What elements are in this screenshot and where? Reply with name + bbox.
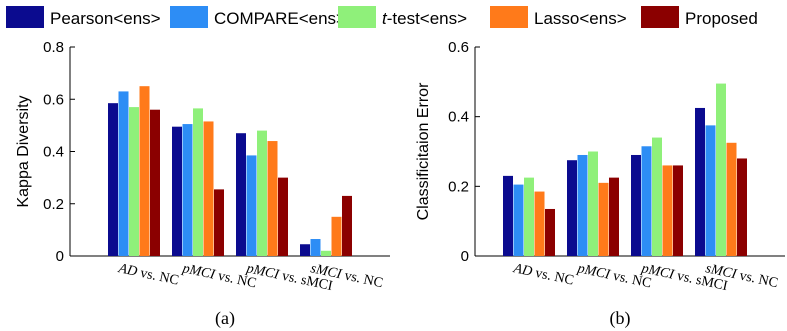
bar	[737, 158, 747, 256]
bar	[150, 109, 160, 256]
y-tick-label: 0.2	[448, 178, 469, 195]
bar	[598, 182, 609, 256]
bar	[267, 141, 278, 256]
bar	[182, 124, 193, 256]
x-tick-label: AD vs. NC	[511, 261, 575, 289]
legend: Pearson<ens> COMPARE<ens> t-test<ens> Lasso…	[6, 6, 758, 28]
legend-label: Pearson<ens>	[50, 9, 161, 28]
legend-item: Lasso<ens>	[490, 6, 627, 28]
legend-label: Lasso<ens>	[534, 9, 627, 28]
legend-swatch	[641, 6, 679, 28]
x-tick-label: pMCI vs. NC	[575, 261, 653, 291]
bar	[172, 126, 182, 257]
bar	[139, 86, 150, 256]
panel-label: (b)	[610, 308, 631, 329]
y-tick-label: 0.4	[448, 109, 469, 126]
bar	[108, 103, 118, 256]
bar	[545, 208, 555, 256]
y-tick-label: 0.6	[43, 91, 64, 108]
chart-panel-b: 0 0.2 0.4 0.6 Classificitaion Error AD vs. NC…	[415, 39, 785, 329]
bar	[331, 216, 342, 256]
bar	[129, 107, 139, 257]
legend-item: COMPARE<ens>	[170, 6, 346, 28]
bar	[641, 146, 652, 256]
bar	[524, 177, 534, 256]
bar	[588, 151, 598, 256]
bar	[236, 133, 246, 256]
legend-label: t-test<ens>	[382, 9, 467, 28]
x-tick-label: AD vs. NC	[116, 261, 180, 289]
bar	[503, 175, 513, 256]
bar	[726, 142, 737, 256]
bar	[673, 165, 683, 256]
y-tick-label: 0	[56, 248, 64, 265]
bar	[705, 125, 716, 256]
bar	[203, 121, 214, 256]
legend-swatch	[170, 6, 208, 28]
bar	[257, 130, 267, 256]
bar	[577, 154, 588, 256]
bar	[695, 107, 705, 256]
bar	[310, 239, 321, 256]
bar	[214, 189, 224, 256]
panel-label: (a)	[215, 308, 235, 329]
bar	[609, 177, 619, 256]
legend-swatch	[6, 6, 44, 28]
bar	[300, 244, 310, 256]
y-axis-label: Kappa Diversity	[15, 95, 32, 207]
legend-item: Proposed	[641, 6, 758, 28]
bar	[342, 195, 352, 256]
legend-swatch	[490, 6, 528, 28]
bar	[513, 184, 524, 256]
y-tick-label: 0.6	[448, 39, 469, 56]
bar	[567, 160, 577, 256]
legend-label: Proposed	[685, 9, 758, 28]
bar	[716, 83, 726, 256]
bar	[662, 165, 673, 256]
chart-panel-a: 0 0.2 0.4 0.6 0.8 Kappa Diversity AD vs. NC pMC…	[15, 39, 390, 329]
y-tick-label: 0.2	[43, 196, 64, 213]
bar	[534, 191, 545, 256]
y-tick-label: 0.4	[43, 144, 64, 161]
legend-swatch	[338, 6, 376, 28]
bar	[321, 250, 331, 256]
legend-item: t-test<ens>	[338, 6, 467, 28]
legend-label: COMPARE<ens>	[214, 9, 346, 28]
bar	[118, 91, 129, 256]
bar	[631, 154, 641, 256]
y-axis-label: Classificitaion Error	[415, 82, 432, 220]
legend-item: Pearson<ens>	[6, 6, 161, 28]
bar	[193, 108, 203, 256]
bar	[246, 155, 257, 256]
y-tick-label: 0.8	[43, 39, 64, 56]
bar	[278, 177, 288, 256]
y-tick-label: 0	[461, 248, 469, 265]
x-tick-label: pMCI vs. NC	[180, 261, 258, 291]
bar	[652, 137, 662, 256]
